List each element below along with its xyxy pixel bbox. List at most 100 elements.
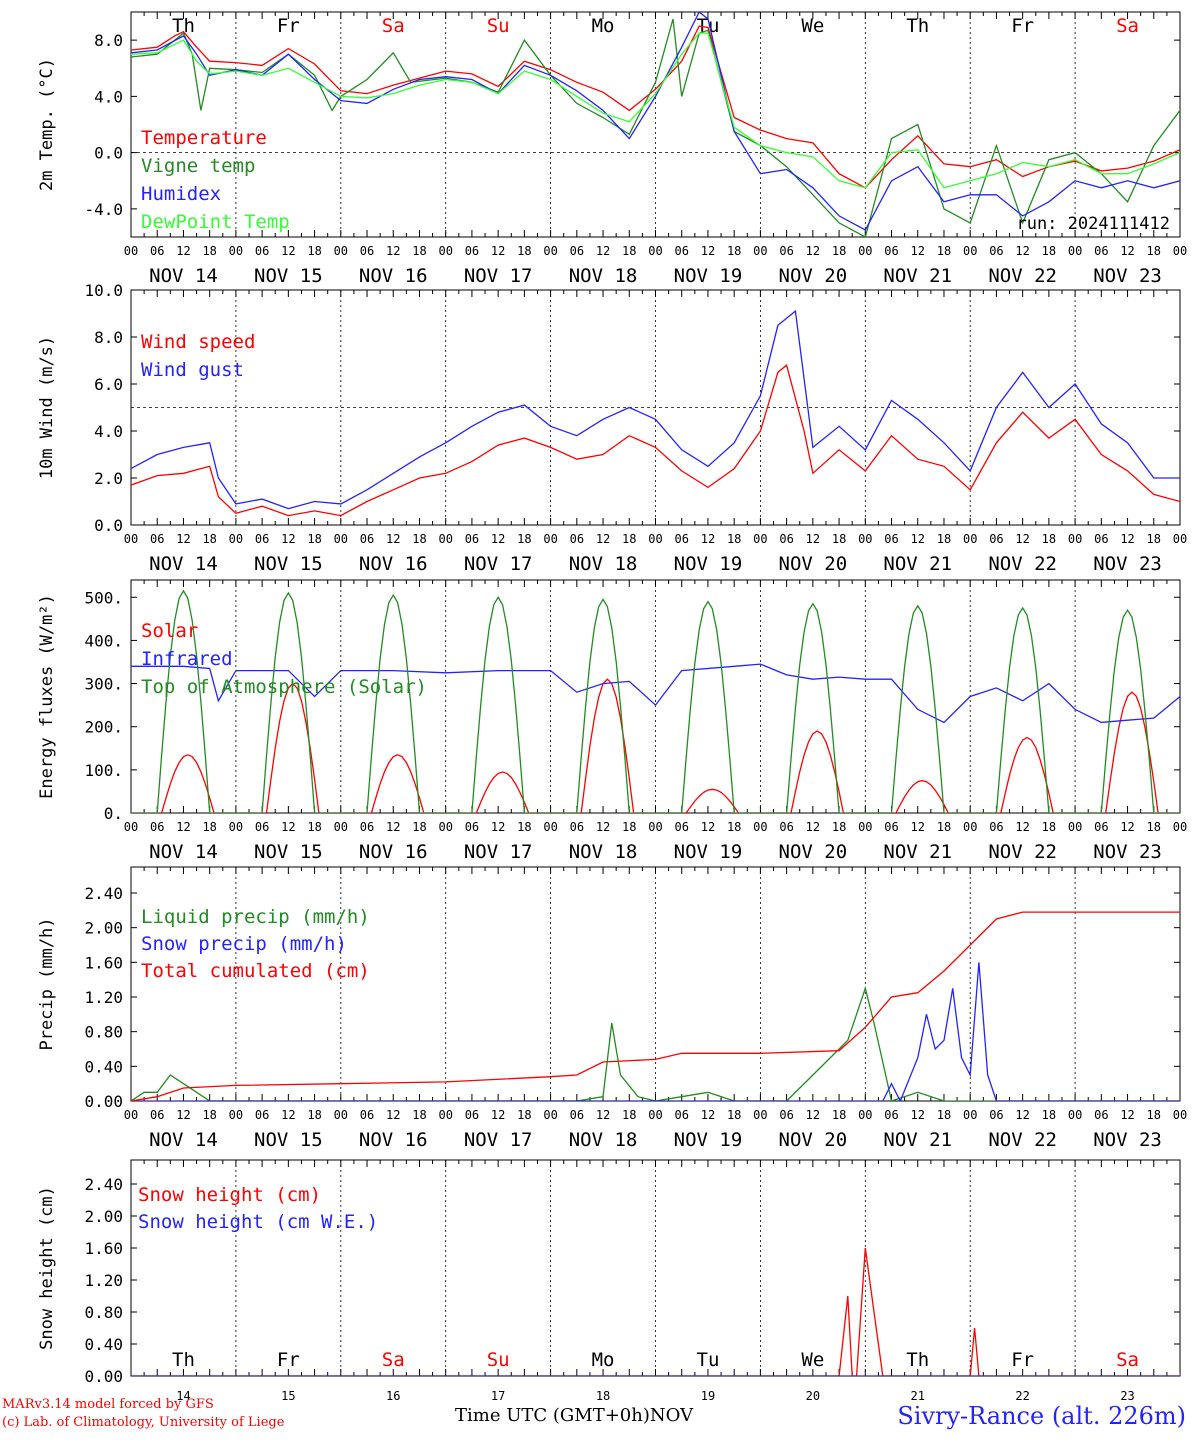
hour-tick-label: 00: [543, 820, 557, 834]
hour-tick-label: 00: [1173, 532, 1187, 546]
hour-tick-label: 18: [832, 1108, 846, 1122]
hour-tick-label: 18: [412, 820, 426, 834]
hour-tick-label: 12: [176, 532, 190, 546]
hour-tick-label: 00: [334, 244, 348, 258]
date-label: NOV 17: [464, 265, 533, 287]
date-label: NOV 14: [149, 841, 218, 863]
y-tick-label: 200.: [84, 718, 123, 737]
hour-tick-label: 06: [674, 820, 688, 834]
hour-tick-label: 18: [202, 244, 216, 258]
date-label: NOV 23: [1093, 553, 1162, 575]
hour-tick-label: 18: [307, 1108, 321, 1122]
hour-tick-label: 06: [674, 244, 688, 258]
hour-tick-label: 12: [1120, 244, 1134, 258]
y-tick-label: 0.0: [94, 144, 123, 163]
hour-tick-label: 18: [622, 532, 636, 546]
y-tick-label: 2.0: [94, 469, 123, 488]
y-tick-label: 300.: [84, 675, 123, 694]
hour-tick-label: 12: [386, 820, 400, 834]
hour-tick-label: 06: [1094, 532, 1108, 546]
series-line-solar: [131, 678, 1180, 813]
hour-tick-label: 00: [334, 1108, 348, 1122]
day-number-label: 18: [596, 1389, 610, 1403]
hour-tick-label: 18: [202, 532, 216, 546]
hour-tick-label: 06: [779, 532, 793, 546]
hour-tick-label: 00: [753, 532, 767, 546]
hour-tick-label: 12: [806, 820, 820, 834]
weekday-label: Fr: [1011, 1349, 1034, 1371]
hour-tick-label: 06: [779, 820, 793, 834]
series-line-vigne-temp: [131, 18, 1180, 237]
hour-tick-label: 00: [858, 244, 872, 258]
hour-tick-label: 06: [150, 1108, 164, 1122]
hour-tick-label: 18: [1042, 820, 1056, 834]
hour-tick-label: 00: [1173, 244, 1187, 258]
hour-tick-label: 06: [150, 532, 164, 546]
hour-tick-label: 12: [701, 244, 715, 258]
hour-tick-label: 12: [281, 532, 295, 546]
hour-tick-label: 18: [1147, 820, 1161, 834]
date-label: NOV 16: [359, 265, 428, 287]
hour-tick-label: 06: [884, 532, 898, 546]
legend-entry: Snow precip (mm/h): [141, 933, 347, 955]
date-label: NOV 19: [674, 841, 743, 863]
hour-tick-label: 00: [438, 244, 452, 258]
hour-tick-label: 18: [937, 820, 951, 834]
date-label: NOV 14: [149, 265, 218, 287]
legend-entry: Wind speed: [141, 331, 255, 353]
hour-tick-label: 00: [543, 1108, 557, 1122]
series-group: [131, 12, 1180, 237]
day-number-label: 17: [491, 1389, 505, 1403]
model-label: MARv3.14 model forced by GFS: [2, 1397, 214, 1412]
weekday-label: Th: [906, 1349, 929, 1371]
hour-tick-label: 12: [1015, 820, 1029, 834]
hour-tick-label: 00: [963, 820, 977, 834]
date-label: NOV 23: [1093, 841, 1162, 863]
hour-tick-label: 18: [1147, 244, 1161, 258]
y-tick-label: 1.20: [84, 1271, 123, 1290]
date-label: NOV 18: [569, 841, 638, 863]
hour-tick-label: 00: [124, 820, 138, 834]
hour-tick-label: 18: [412, 532, 426, 546]
series-line-snow-precip-mm-h-: [131, 962, 1180, 1101]
hour-tick-label: 00: [438, 1108, 452, 1122]
weekday-label: Fr: [277, 1349, 300, 1371]
weekday-label: Sa: [1116, 15, 1139, 37]
hour-tick-label: 00: [753, 820, 767, 834]
hour-tick-label: 12: [386, 244, 400, 258]
model-credit: MARv3.14 model forced by GFS (c) Lab. of…: [2, 1396, 284, 1432]
hour-tick-label: 06: [255, 1108, 269, 1122]
hour-tick-label: 12: [491, 820, 505, 834]
hour-tick-label: 18: [1042, 1108, 1056, 1122]
hour-tick-label: 12: [491, 532, 505, 546]
hour-tick-label: 18: [937, 1108, 951, 1122]
y-tick-label: 2.40: [84, 1175, 123, 1194]
series-line-wind-gust: [131, 309, 1180, 510]
date-label: NOV 15: [254, 841, 323, 863]
hour-tick-label: 00: [124, 244, 138, 258]
hour-tick-label: 06: [989, 820, 1003, 834]
weekday-label: Mo: [592, 15, 615, 37]
hour-tick-label: 18: [307, 820, 321, 834]
weekday-label: Th: [172, 15, 195, 37]
weekday-label: Fr: [1011, 15, 1034, 37]
hour-tick-label: 00: [648, 244, 662, 258]
hour-tick-label: 12: [491, 244, 505, 258]
hour-tick-label: 12: [1015, 1108, 1029, 1122]
y-axis-label: 2m Temp. (°C): [37, 58, 57, 191]
series-line-total-cumulated-cm-: [131, 911, 1180, 1101]
y-tick-label: -4.0: [84, 200, 123, 219]
hour-tick-label: 18: [202, 1108, 216, 1122]
hour-tick-label: 12: [1120, 820, 1134, 834]
series-line-wind-speed: [131, 364, 1180, 517]
hour-tick-label: 18: [622, 244, 636, 258]
day-number-label: 22: [1015, 1389, 1029, 1403]
hour-tick-label: 00: [438, 532, 452, 546]
y-axis-label: Precip (mm/h): [37, 917, 57, 1050]
y-tick-label: 0.40: [84, 1335, 123, 1354]
y-tick-label: 0.0: [94, 516, 123, 535]
legend-entry: Wind gust: [141, 359, 244, 381]
hour-tick-label: 06: [465, 1108, 479, 1122]
weekday-label: Su: [487, 15, 510, 37]
hour-tick-label: 12: [1120, 1108, 1134, 1122]
